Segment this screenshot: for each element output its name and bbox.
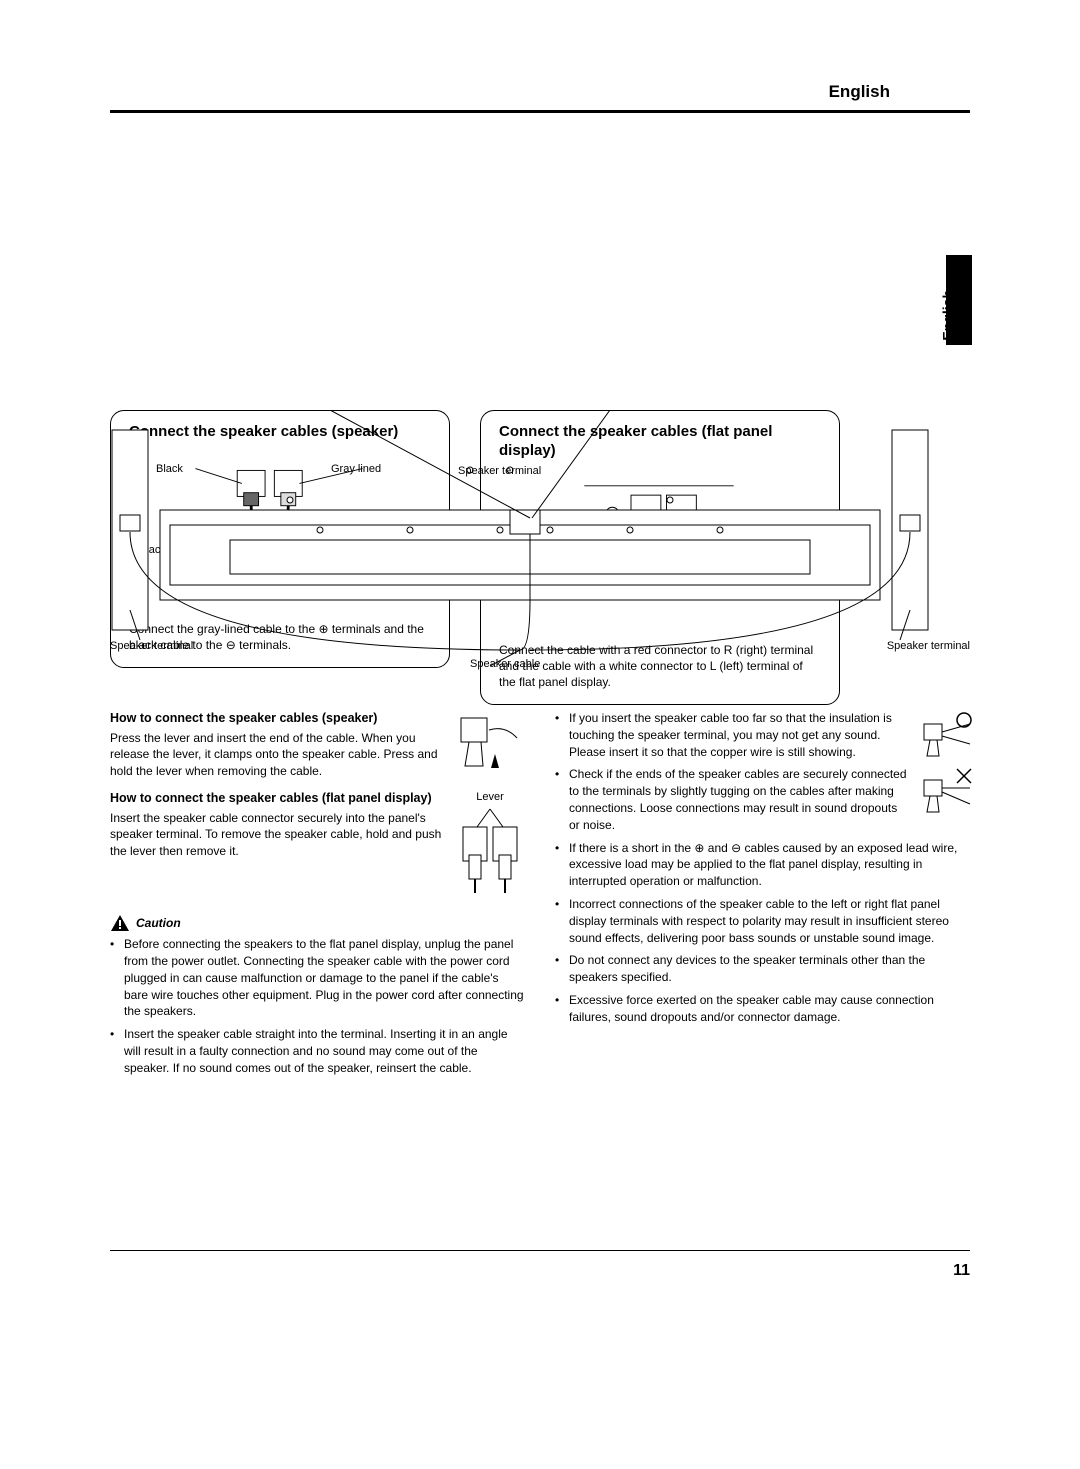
panel-rear-svg (110, 410, 930, 670)
page-number: 11 (953, 1262, 970, 1280)
caution-text: If you insert the speaker cable too far … (569, 711, 892, 759)
caution-item: Do not connect any devices to the speake… (555, 952, 970, 986)
wrong-insert-icon (920, 766, 974, 816)
correct-insert-icon (920, 710, 974, 760)
right-column: If you insert the speaker cable too far … (555, 710, 970, 1083)
caution-text: Check if the ends of the speaker cables … (569, 767, 907, 831)
caution-item: If you insert the speaker cable too far … (555, 710, 970, 760)
lever-press-icon (455, 710, 525, 780)
lever-label: Lever (455, 790, 525, 805)
howto-speaker-head: How to connect the speaker cables (speak… (110, 710, 447, 728)
howto-panel-body: Insert the speaker cable connector secur… (110, 810, 447, 860)
caution-item: Excessive force exerted on the speaker c… (555, 992, 970, 1026)
howto-panel-head: How to connect the speaker cables (flat … (110, 790, 447, 808)
main-content: Connect the speaker cables (speaker) Bla… (110, 410, 970, 670)
caution-item: Incorrect connections of the speaker cab… (555, 896, 970, 946)
left-column: How to connect the speaker cables (speak… (110, 710, 525, 1083)
caution-item: If there is a short in the ⊕ and ⊖ cable… (555, 840, 970, 890)
label-terminal-top: Speaker terminal (458, 465, 541, 477)
label-terminal-left: Speaker terminal (110, 640, 193, 652)
panel-rear-diagram: Speaker terminal Speaker terminal Speake… (110, 410, 970, 670)
caution-icon (110, 914, 130, 932)
label-speaker-cable: Speaker cable (470, 658, 540, 670)
bottom-columns: How to connect the speaker cables (speak… (110, 710, 970, 1083)
caution-item: Before connecting the speakers to the fl… (110, 936, 525, 1020)
panel-terminal-icon (455, 805, 525, 895)
top-rule (110, 110, 970, 113)
howto-speaker-body: Press the lever and insert the end of th… (110, 730, 447, 780)
caution-row: Caution (110, 914, 525, 932)
caution-item: Check if the ends of the speaker cables … (555, 766, 970, 833)
side-tab-label: English (940, 290, 956, 341)
header-language: English (829, 82, 890, 102)
caution-item: Insert the speaker cable straight into t… (110, 1026, 525, 1076)
caution-label: Caution (136, 915, 181, 932)
caution-list-left: Before connecting the speakers to the fl… (110, 936, 525, 1076)
bottom-rule (110, 1250, 970, 1251)
label-terminal-right: Speaker terminal (887, 640, 970, 652)
caution-list-right: If you insert the speaker cable too far … (555, 710, 970, 1026)
